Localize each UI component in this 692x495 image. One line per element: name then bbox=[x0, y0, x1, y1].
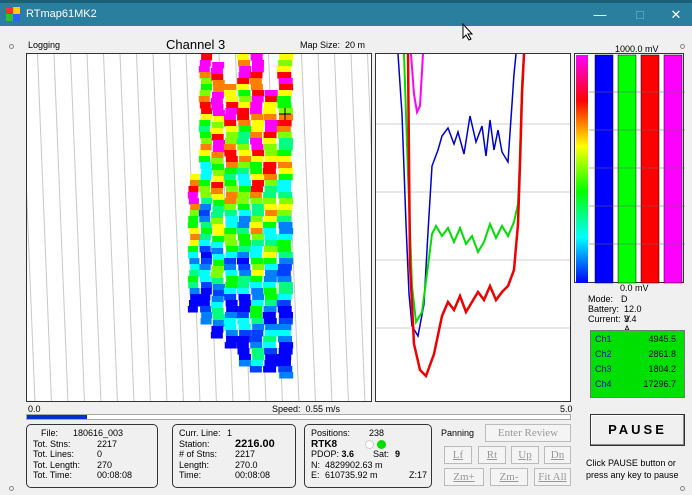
resize-handle-icon[interactable] bbox=[680, 486, 685, 491]
pan-left-button[interactable]: Lf bbox=[444, 446, 472, 464]
progress-fill bbox=[27, 415, 87, 419]
pan-right-button[interactable]: Rt bbox=[478, 446, 506, 464]
current-status: Current: 3.4 A bbox=[588, 314, 637, 334]
title-bar[interactable]: RTmap61MK2 — □ ✕ bbox=[0, 0, 692, 26]
channel-bar bbox=[617, 54, 637, 284]
mode-status: Mode: D bbox=[588, 294, 628, 304]
channel-row: Ch2 2861.8 bbox=[595, 349, 676, 359]
bar-min-label: 0.0 mV bbox=[620, 283, 649, 293]
profile-line-ch1 bbox=[397, 54, 517, 339]
profile-line-ch2 bbox=[403, 54, 525, 326]
maximize-button[interactable]: □ bbox=[636, 7, 644, 22]
minimize-button[interactable]: — bbox=[593, 7, 607, 22]
close-button[interactable]: ✕ bbox=[670, 7, 682, 22]
pause-help-text: Click PAUSE button or press any key to p… bbox=[586, 458, 679, 480]
file-info-box: File: 180616_003 Tot. Stns: 2217 Tot. Line… bbox=[26, 424, 158, 488]
logging-label: Logging bbox=[28, 40, 61, 50]
battery-status: Battery: 12.0 V bbox=[588, 304, 642, 324]
fit-all-button[interactable]: Fit All bbox=[534, 468, 571, 486]
crosshair-icon bbox=[279, 108, 291, 120]
channel-map[interactable] bbox=[26, 53, 372, 402]
pan-up-button[interactable]: Up bbox=[511, 446, 539, 464]
scale-max: 5.0 bbox=[560, 404, 573, 414]
profile-canvas bbox=[376, 54, 570, 379]
zoom-in-button[interactable]: Zm+ bbox=[444, 468, 484, 486]
channel-bars bbox=[574, 53, 685, 284]
gps-info-box: Positions: 238 RTK8 PDOP: 3.6 Sat: 9 N: 4829… bbox=[304, 424, 432, 488]
resize-handle-icon[interactable] bbox=[9, 486, 14, 491]
bars-canvas bbox=[576, 54, 685, 284]
bar-max-label: 1000.0 mV bbox=[615, 44, 659, 54]
channel-bar bbox=[640, 54, 660, 284]
channel-row: Ch1 4945.5 bbox=[595, 334, 676, 344]
channel-bar bbox=[663, 54, 683, 284]
line-info-box: Curr. Line: 1 Station: 2216.00 # of Stns: 2… bbox=[172, 424, 296, 488]
gps-led-icon bbox=[365, 439, 374, 449]
profile-line-ch3 bbox=[406, 54, 526, 379]
panning-label: Panning bbox=[441, 428, 475, 438]
enter-review-button[interactable]: Enter Review bbox=[485, 424, 571, 442]
channel-row: Ch3 1804.2 bbox=[595, 364, 676, 374]
profile-plot[interactable] bbox=[375, 53, 571, 402]
progress-bar bbox=[26, 414, 571, 420]
pause-button[interactable]: PAUSE bbox=[590, 414, 685, 446]
zoom-out-button[interactable]: Zm- bbox=[490, 468, 528, 486]
resize-handle-icon[interactable] bbox=[680, 44, 685, 49]
scale-min: 0.0 bbox=[28, 404, 41, 414]
pan-down-button[interactable]: Dn bbox=[544, 446, 571, 464]
channel-title: Channel 3 bbox=[166, 37, 226, 52]
channel-readout: Ch1 4945.5 Ch2 2861.8 Ch3 1804.2 Ch4 17296.7 bbox=[590, 330, 685, 398]
gps-fix-led-icon bbox=[377, 439, 386, 449]
mouse-pointer-icon bbox=[462, 23, 474, 41]
app-logo-icon bbox=[6, 7, 20, 21]
resize-handle-icon[interactable] bbox=[9, 44, 14, 49]
window-title: RTmap61MK2 bbox=[26, 8, 97, 20]
map-canvas bbox=[27, 54, 371, 401]
channel-bar bbox=[594, 54, 614, 284]
speed-readout: Speed: 0.55 m/s bbox=[272, 404, 341, 414]
channel-row: Ch4 17296.7 bbox=[595, 379, 676, 389]
profile-line-ch4 bbox=[410, 54, 424, 116]
map-size-label: Map Size: 20 m bbox=[300, 40, 366, 50]
